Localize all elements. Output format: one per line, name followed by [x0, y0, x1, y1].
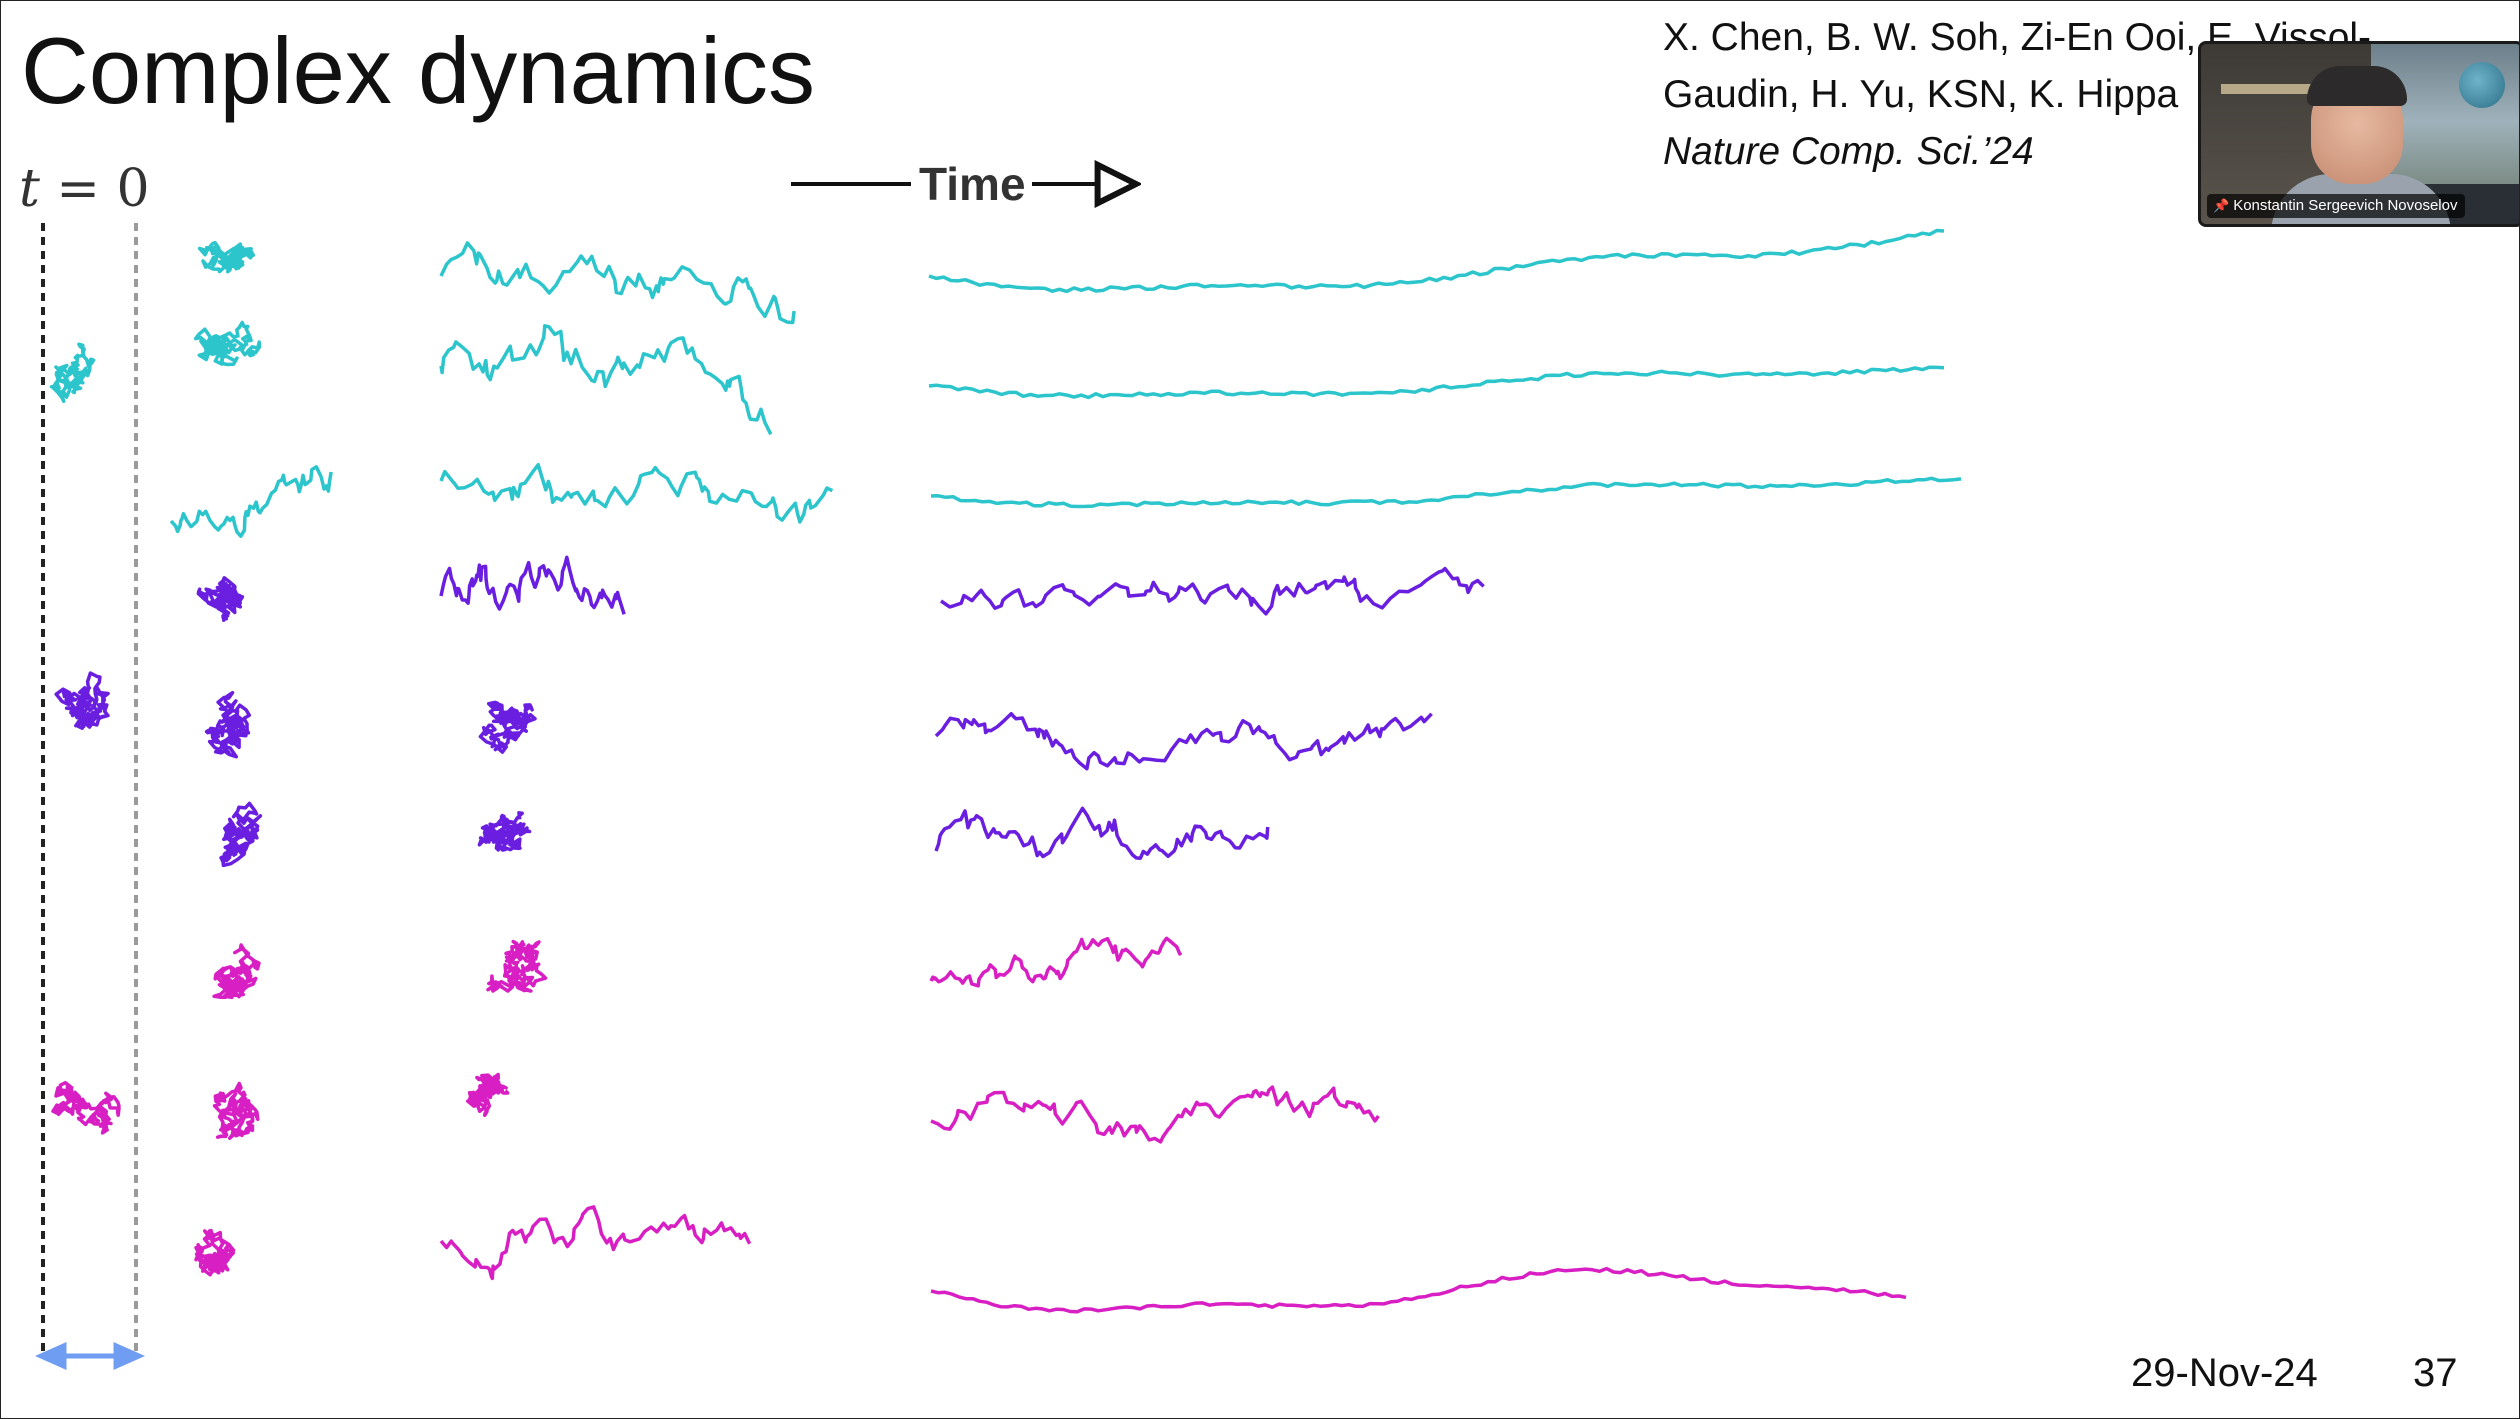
trajectory-c3-cyan-1 [928, 228, 1945, 294]
trajectory-c3-purple-2 [934, 711, 1433, 771]
trajectory-c1-magenta-3 [194, 1228, 236, 1277]
pin-icon: 📌 [2213, 198, 2230, 213]
t-symbol: t [19, 159, 40, 219]
t-zero-label: t = 0 [19, 159, 150, 219]
slide-title: Complex dynamics [21, 18, 816, 123]
citation: X. Chen, B. W. Soh, Zi-En Ooi, E. Vissol… [1663, 9, 2371, 180]
trajectory-c2-purple-2 [478, 700, 537, 754]
trajectory-c2-cyan-3 [439, 462, 834, 524]
trajectory-c1-purple-1 [196, 576, 245, 622]
trajectory-c2-magenta-2 [465, 1072, 510, 1118]
t-equals-zero: = 0 [39, 159, 150, 219]
trajectory-c3-purple-1 [940, 566, 1485, 616]
time-axis-label: Time [913, 157, 1032, 211]
trajectory-c1-cyan-3 [169, 465, 333, 538]
trajectory-c1-cyan-2 [193, 320, 262, 367]
trajectory-c2-cyan-1 [439, 241, 796, 325]
trajectory-c3-magenta-1 [929, 936, 1183, 988]
trajectory-figure [35, 151, 1962, 1370]
trajectory-c2-magenta-3 [439, 1205, 752, 1281]
video-background-shelf [2221, 84, 2331, 94]
trajectory-c3-purple-3 [934, 806, 1270, 860]
trajectory-c2-purple-3 [477, 811, 532, 852]
citation-journal: Nature Comp. Sci.’24 [1663, 130, 2034, 173]
trajectory-c3-cyan-2 [928, 365, 1945, 400]
trajectory-c1-magenta-2 [212, 1081, 260, 1140]
video-participant-tile[interactable]: 📌 Konstantin Sergeevich Novoselov [2198, 41, 2519, 227]
trajectory-c2-cyan-2 [439, 324, 773, 436]
trajectory-c1-cyan-1 [197, 240, 256, 274]
slide-page-number: 37 [2413, 1351, 2458, 1395]
trajectory-c1-purple-2 [204, 690, 252, 759]
trajectory-c1-magenta-1 [212, 943, 261, 1000]
trajectory-t0-purple [54, 671, 110, 730]
citation-authors-line-2: Gaudin, H. Yu, KSN, K. Hippa [1663, 73, 2179, 116]
slide-date: 29-Nov-24 [2131, 1351, 2318, 1395]
participant-hair [2307, 66, 2407, 106]
trajectory-t0-cyan [49, 342, 96, 404]
participant-name-bar: 📌 Konstantin Sergeevich Novoselov [2207, 194, 2466, 218]
trajectory-c3-magenta-2 [930, 1085, 1380, 1144]
trajectory-layer [49, 228, 1962, 1314]
trajectory-c3-magenta-3 [930, 1266, 1907, 1314]
trajectory-c3-cyan-3 [930, 476, 1962, 509]
trajectory-c2-magenta-1 [486, 939, 548, 993]
trajectory-t0-magenta [51, 1080, 121, 1135]
trajectory-c2-purple-1 [439, 555, 626, 615]
video-background-globe [2459, 62, 2505, 108]
participant-name: Konstantin Sergeevich Novoselov [2233, 197, 2458, 214]
trajectory-c1-purple-3 [219, 801, 263, 868]
